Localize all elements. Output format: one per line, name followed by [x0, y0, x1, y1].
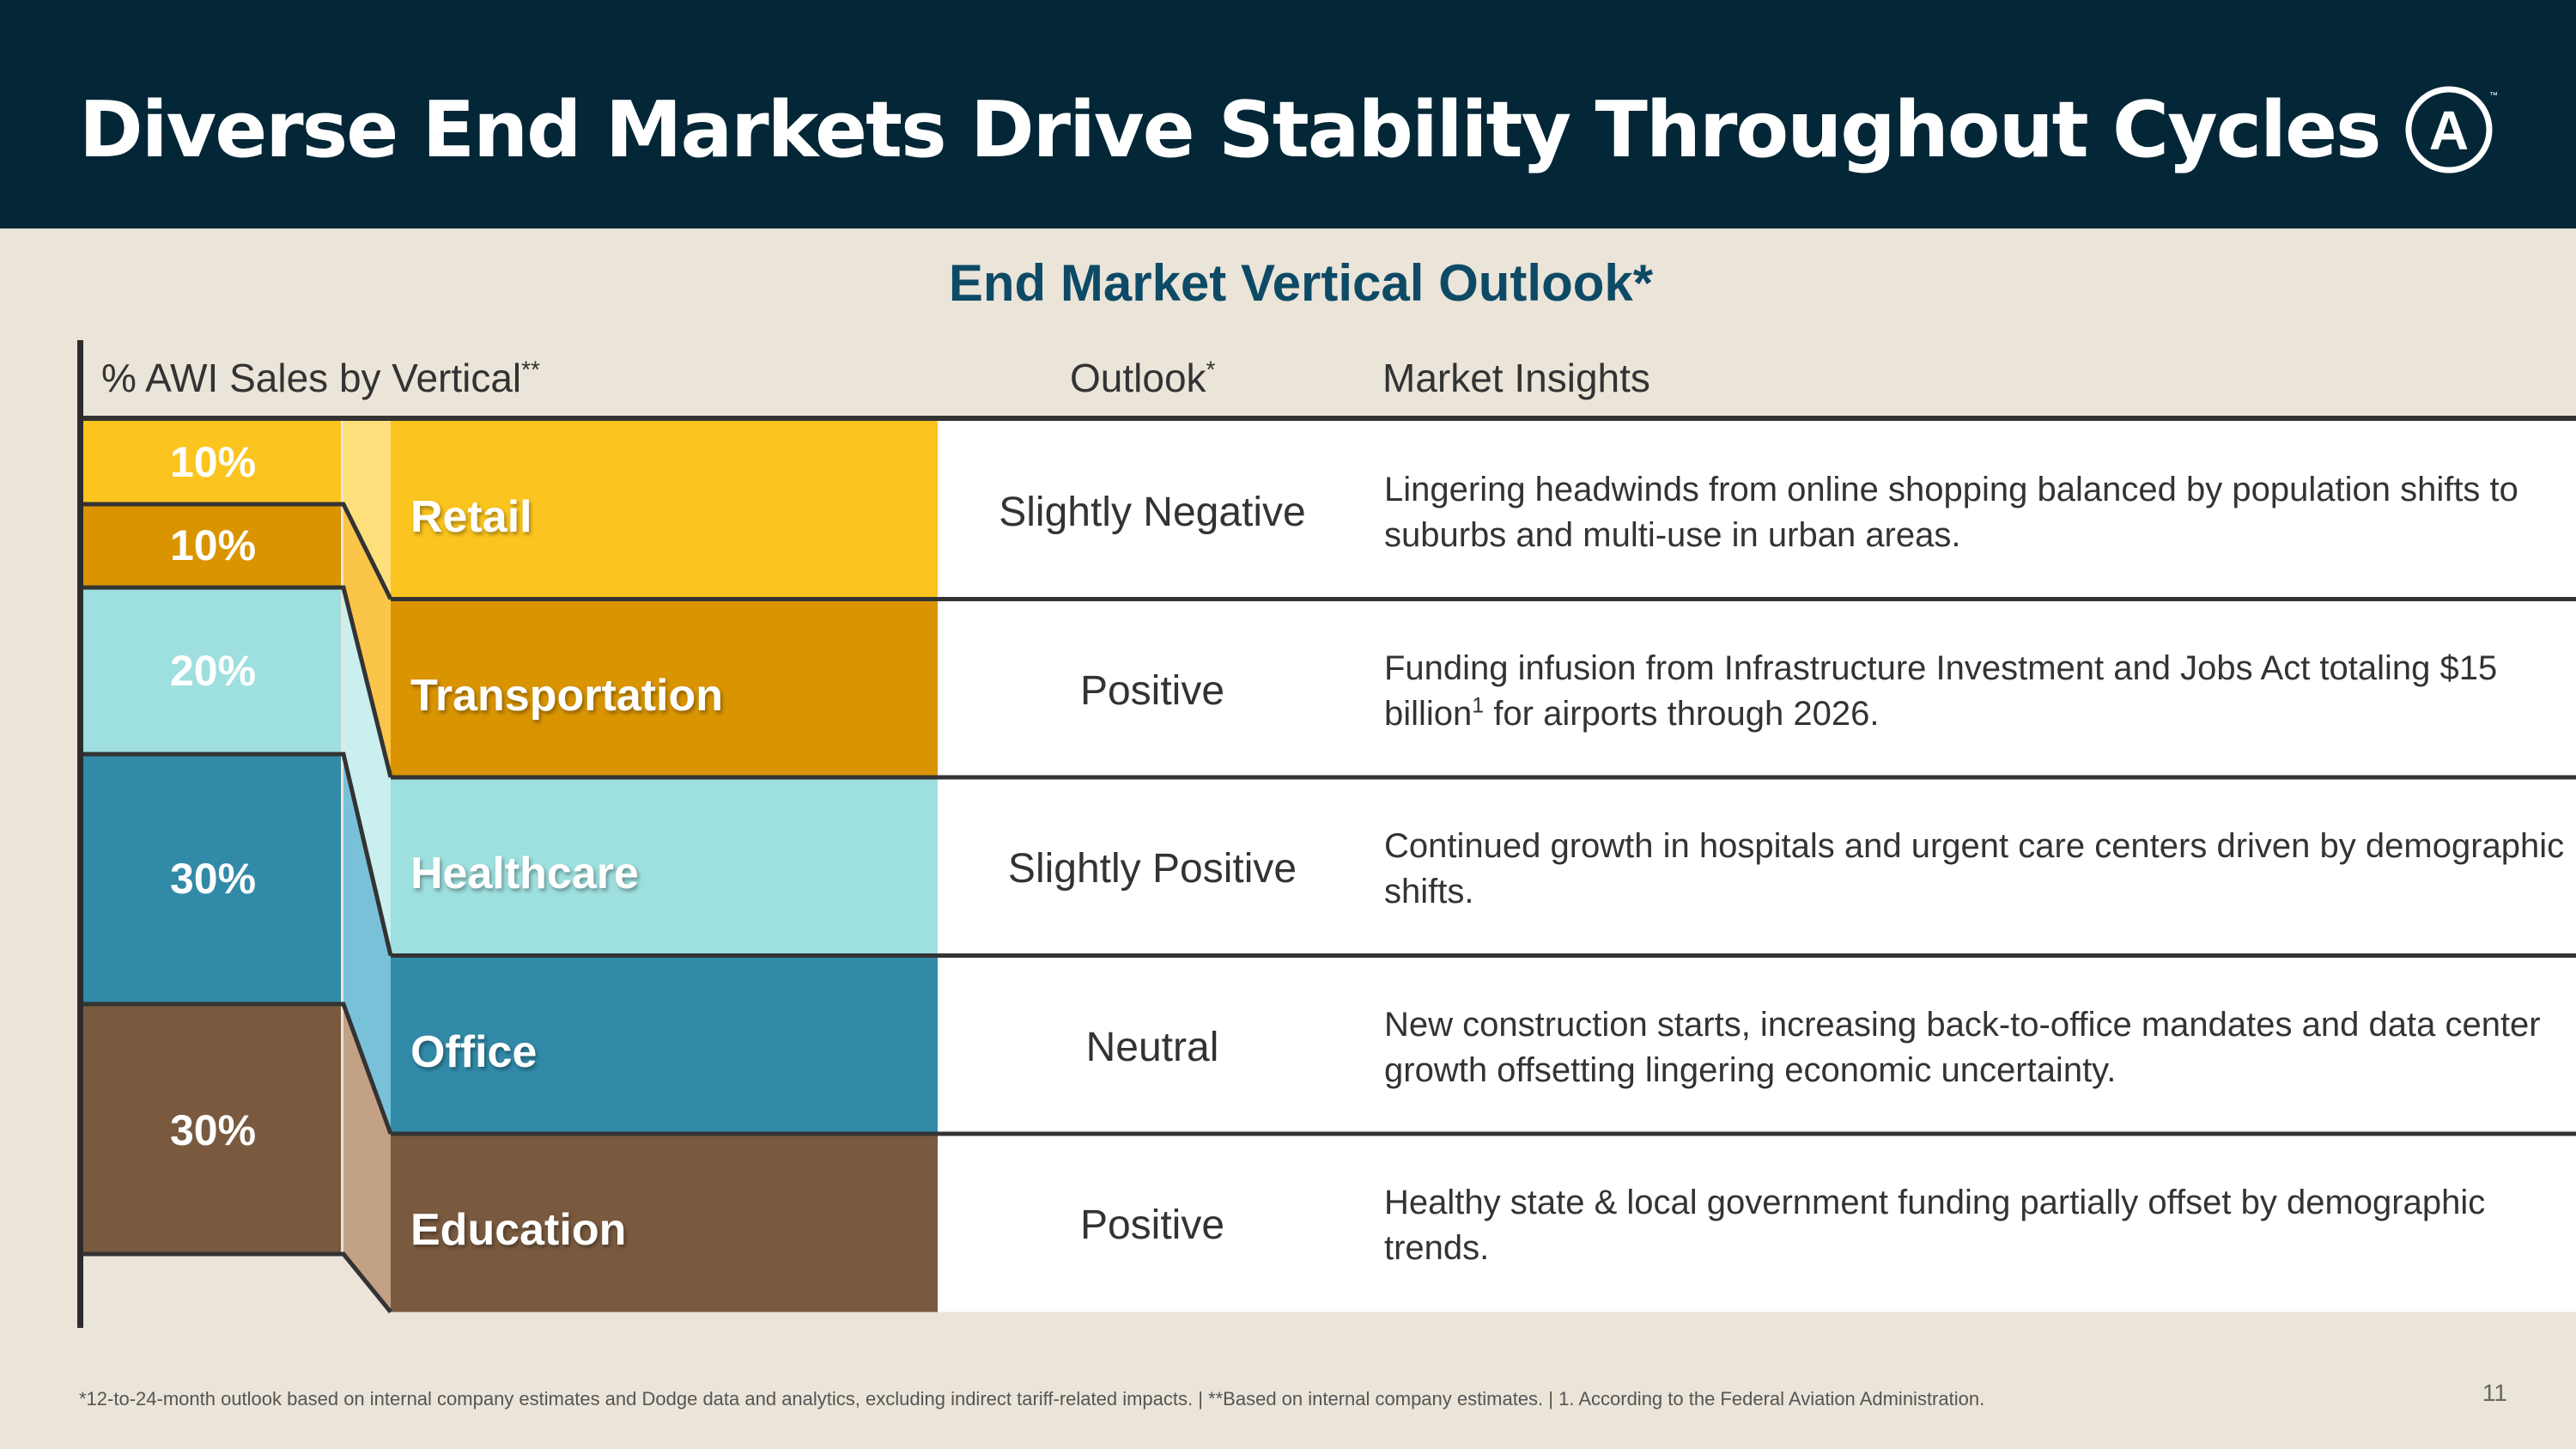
- chart-subtitle: End Market Vertical Outlook*: [948, 254, 1654, 312]
- column-header-sales-text: % AWI Sales by Vertical: [101, 356, 522, 400]
- column-header-insights: Market Insights: [1382, 356, 1650, 400]
- connector-healthcare: [343, 588, 391, 956]
- insight-transportation: Funding infusion from Infrastructure Inv…: [1384, 646, 2569, 737]
- outlook-office: Neutral: [1085, 1025, 1219, 1070]
- column-header-sales: % AWI Sales by Vertical**: [101, 348, 540, 408]
- row-band-transportation: [391, 599, 938, 777]
- insight-education: Healthy state & local government funding…: [1384, 1184, 2486, 1267]
- insight-retail: Lingering headwinds from online shopping…: [1384, 471, 2518, 554]
- vertical-label-education: Education: [410, 1205, 627, 1255]
- bar-segment-healthcare: [83, 588, 341, 754]
- share-label-transportation: 10%: [169, 521, 257, 569]
- row-band-education: [391, 1134, 938, 1312]
- bar-segment-office: [83, 754, 341, 1004]
- connector-transportation: [343, 504, 391, 777]
- row-band-retail: [391, 421, 938, 600]
- column-header-outlook: Outlook*: [1070, 348, 1215, 408]
- connector-office: [343, 754, 391, 1134]
- vertical-label-healthcare: Healthcare: [410, 849, 639, 898]
- insight-healthcare: Continued growth in hospitals and urgent…: [1384, 827, 2565, 910]
- page-number: 11: [2482, 1379, 2507, 1406]
- vertical-label-retail: Retail: [410, 492, 532, 542]
- share-label-retail: 10%: [169, 438, 257, 486]
- share-label-healthcare: 20%: [169, 647, 257, 695]
- logo-letter: A: [2429, 100, 2469, 161]
- connector-education: [343, 1004, 391, 1312]
- column-header-sales-mark: **: [521, 356, 540, 383]
- share-label-education: 30%: [169, 1106, 257, 1154]
- bar-segment-education: [83, 1004, 341, 1254]
- insight-footnote-marker: 1: [1472, 693, 1485, 718]
- segment-divider-healthcare: [83, 752, 393, 957]
- insight-transportation-text-end: for airports through 2026.: [1484, 695, 1880, 733]
- table-background: [938, 421, 2576, 1312]
- connector-retail: [343, 421, 391, 600]
- footnote: *12-to-24-month outlook based on interna…: [79, 1388, 1985, 1409]
- segment-divider-retail: [83, 502, 393, 600]
- header-bar: Diverse End Markets Drive Stability Thro…: [0, 0, 2576, 228]
- page-title: Diverse End Markets Drive Stability Thro…: [79, 85, 2382, 175]
- outlook-education: Positive: [1079, 1202, 1225, 1248]
- column-header-outlook-mark: *: [1206, 356, 1216, 383]
- segment-divider-transportation: [83, 585, 393, 778]
- outlook-healthcare: Slightly Positive: [1007, 846, 1297, 892]
- share-label-office: 30%: [169, 855, 257, 903]
- bar-segment-retail: [83, 421, 341, 504]
- vertical-label-transportation: Transportation: [410, 671, 724, 721]
- insight-office: New construction starts, increasing back…: [1384, 1006, 2541, 1089]
- company-logo-icon: A ™: [2405, 86, 2498, 174]
- row-band-healthcare: [391, 777, 938, 956]
- left-axis-line: [77, 340, 83, 1328]
- segment-divider-education: [83, 1251, 392, 1314]
- logo-trademark: ™: [2489, 91, 2498, 100]
- segment-divider-office: [83, 1002, 393, 1135]
- outlook-transportation: Positive: [1079, 668, 1225, 714]
- row-band-office: [391, 955, 938, 1134]
- outlook-retail: Slightly Negative: [999, 490, 1306, 535]
- column-header-outlook-text: Outlook: [1070, 356, 1206, 400]
- vertical-label-office: Office: [410, 1027, 538, 1077]
- insight-transportation-text: Funding infusion from Infrastructure Inv…: [1384, 649, 2498, 733]
- header-rule: [83, 416, 2576, 421]
- bar-segment-transportation: [83, 504, 341, 588]
